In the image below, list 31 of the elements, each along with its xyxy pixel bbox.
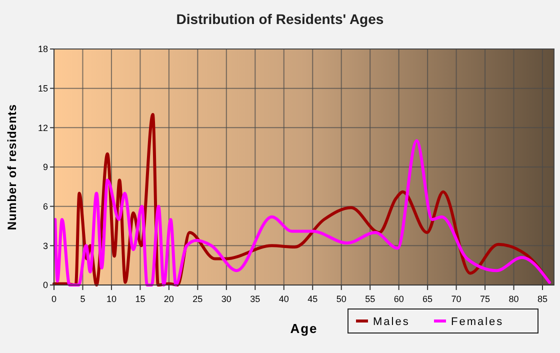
x-tick-label: 0 [51,294,57,304]
legend-label: Males [373,316,410,328]
x-tick-label: 55 [365,294,376,304]
y-tick-label: 9 [42,162,48,172]
x-tick-label: 40 [278,294,289,304]
x-tick-label: 45 [308,294,318,304]
x-tick-label: 15 [135,294,146,304]
x-tick-label: 20 [164,294,174,304]
x-tick-label: 75 [480,294,490,304]
x-tick-label: 70 [451,294,462,304]
x-tick-label: 60 [394,294,404,304]
line-series [54,139,551,286]
y-tick-label: 18 [38,44,48,54]
x-tick-label: 85 [538,294,548,304]
y-tick-label: 12 [38,122,48,133]
y-tick-label: 15 [38,83,48,94]
y-axis-title: Number of residents [5,104,19,230]
y-tick-label: 3 [42,240,48,251]
y-tick-label: 6 [42,201,48,212]
x-tick-label: 5 [80,294,86,304]
x-axis-title: Age [290,321,318,336]
x-tick-label: 80 [508,294,519,304]
chart-title: Distribution of Residents' Ages [176,11,384,27]
x-tick-label: 30 [221,294,232,304]
y-tick-label: 0 [42,280,48,290]
x-tick-label: 35 [250,294,260,304]
x-tick-label: 65 [422,294,433,304]
x-tick-label: 25 [192,294,203,304]
x-tick-label: 10 [106,294,116,304]
x-tick-label: 50 [336,294,346,304]
legend-label: Females [451,316,504,328]
